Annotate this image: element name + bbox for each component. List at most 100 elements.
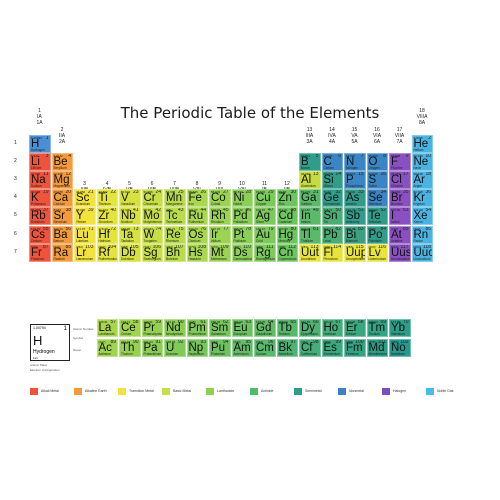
group-label-line: 13 bbox=[306, 127, 313, 133]
element-name: Nobelium bbox=[391, 352, 405, 357]
element-cell: 195.08 78 Pt Platinum bbox=[231, 225, 253, 244]
element-cell: 87.62 38 Sr Strontium bbox=[51, 207, 73, 226]
group-label: 18 VIIIA 8A bbox=[412, 108, 433, 126]
element-name: Plutonium bbox=[211, 352, 226, 357]
element-cell: 168.93 69 Tm Thulium bbox=[366, 319, 388, 337]
element-symbol: O bbox=[368, 156, 378, 169]
element-number: 78 bbox=[245, 225, 251, 232]
element-number: 31 bbox=[312, 189, 319, 196]
element-symbol: Tm bbox=[368, 322, 386, 334]
element-symbol: Cn bbox=[278, 246, 294, 259]
element-cell: 121.76 51 Sb Antimony bbox=[344, 207, 366, 226]
element-mass: (227) bbox=[98, 340, 106, 345]
element-cell: 150.36 62 Sm Samarium bbox=[209, 319, 231, 337]
element-cell: (294) 117 Uus Ununseptium bbox=[389, 243, 411, 262]
element-symbol: Ni bbox=[233, 192, 245, 205]
element-cell: 50.942 23 V Vanadium bbox=[119, 189, 141, 208]
legend-label: Transition Metal bbox=[129, 389, 154, 393]
element-symbol: P bbox=[346, 174, 354, 187]
element-symbol: Hf bbox=[98, 228, 111, 241]
element-cell: (284) 113 Uut Ununtrium bbox=[299, 243, 321, 262]
element-name: Nickel bbox=[233, 202, 243, 207]
element-symbol: Be bbox=[53, 156, 68, 169]
element-symbol: Lv bbox=[368, 246, 381, 259]
element-name: Cobalt bbox=[211, 202, 221, 207]
element-mass: 102.91 bbox=[211, 208, 221, 213]
element-cell: 107.87 47 Ag Silver bbox=[254, 207, 276, 226]
group-label-line: 4A bbox=[328, 139, 336, 145]
element-number: 37 bbox=[42, 207, 49, 214]
element-name: Mendelevium bbox=[368, 352, 388, 357]
element-cell: 151.96 63 Eu Europium bbox=[231, 319, 253, 337]
element-symbol: Mg bbox=[53, 174, 70, 187]
group-label-line: VIA bbox=[372, 133, 382, 139]
element-name: Protactinium bbox=[143, 352, 162, 357]
element-number: 3 bbox=[45, 153, 49, 160]
element-cell: 132.91 55 Cs Cesium bbox=[29, 225, 51, 244]
legend-swatch bbox=[162, 388, 170, 395]
element-number: 2 bbox=[428, 135, 431, 141]
element-name: Molybdenum bbox=[143, 220, 162, 225]
element-symbol: Md bbox=[368, 342, 385, 355]
element-mass: 4.0026 bbox=[413, 136, 423, 140]
element-cell: 92.906 41 Nb Niobium bbox=[119, 207, 141, 226]
element-mass: (222) bbox=[413, 226, 421, 231]
legend-swatch bbox=[294, 388, 302, 395]
element-number: 107 bbox=[175, 243, 184, 250]
element-symbol: Gd bbox=[256, 322, 272, 334]
element-number: 117 bbox=[400, 243, 409, 250]
element-mass: (244) bbox=[211, 340, 219, 345]
element-name: Darmstadtium bbox=[233, 256, 253, 261]
element-cell: 58.693 28 Ni Nickel bbox=[231, 189, 253, 208]
group-label-line: 6 bbox=[150, 181, 154, 187]
element-mass: 107.87 bbox=[256, 208, 266, 213]
element-cell: 192.22 77 Ir Iridium bbox=[209, 225, 231, 244]
element-symbol: Fr bbox=[31, 246, 42, 259]
element-number: 18 bbox=[425, 171, 431, 178]
element-name: Carbon bbox=[323, 166, 334, 171]
element-mass: 180.95 bbox=[121, 226, 131, 231]
element-cell: 140.12 58 Ce Cerium bbox=[119, 319, 141, 337]
element-cell: (209) 84 Po Polonium bbox=[366, 225, 388, 244]
legend-swatch bbox=[118, 388, 126, 395]
element-mass: 173.05 bbox=[391, 320, 401, 324]
element-name: Hassium bbox=[188, 256, 201, 261]
element-number: 1 bbox=[45, 135, 49, 141]
element-cell: 164.93 67 Ho Holmium bbox=[321, 319, 343, 337]
element-symbol: Mo bbox=[143, 210, 160, 223]
group-label: 13 IIIA 3A bbox=[299, 127, 320, 145]
group-label-line: 1A bbox=[36, 120, 43, 126]
period-label: 4 bbox=[14, 194, 17, 201]
element-cell: 157.25 64 Gd Gadolinium bbox=[254, 319, 276, 337]
element-name: Uranium bbox=[166, 352, 179, 357]
element-mass: 121.76 bbox=[346, 208, 356, 213]
element-number: 55 bbox=[42, 225, 49, 232]
key-mass: 1.00794 bbox=[33, 326, 46, 330]
group-label-line: 17 bbox=[396, 127, 403, 133]
element-symbol: Tc bbox=[166, 210, 178, 223]
group-label: 1 IA 1A bbox=[29, 108, 50, 126]
element-name: Tin bbox=[323, 220, 328, 225]
element-symbol: Uup bbox=[346, 246, 366, 259]
legend-swatch bbox=[426, 388, 434, 395]
element-mass: (293) bbox=[368, 244, 376, 249]
element-symbol: Ge bbox=[323, 192, 339, 205]
element-symbol: Lu bbox=[76, 228, 89, 241]
group-label-line: IIA bbox=[58, 133, 66, 139]
element-mass: 238.03 bbox=[166, 340, 176, 345]
element-name: Praseodymium bbox=[143, 332, 163, 336]
element-number: 34 bbox=[380, 189, 386, 196]
element-name: Thorium bbox=[121, 352, 133, 357]
element-number: 96 bbox=[267, 339, 274, 346]
element-symbol: Rh bbox=[211, 210, 226, 223]
element-name: Holmium bbox=[323, 332, 337, 336]
element-mass: (251) bbox=[301, 340, 309, 345]
element-number: 45 bbox=[222, 207, 229, 214]
element-mass: 10.811 bbox=[301, 154, 310, 159]
group-label-line: 4 bbox=[105, 181, 109, 187]
element-name: Nitrogen bbox=[346, 166, 359, 171]
element-cell: 15.999 8 O Oxygen bbox=[366, 153, 388, 172]
element-mass: 74.922 bbox=[346, 190, 356, 195]
element-number: 56 bbox=[65, 225, 71, 232]
element-cell: 9.0122 4 Be Beryllium bbox=[51, 153, 73, 172]
